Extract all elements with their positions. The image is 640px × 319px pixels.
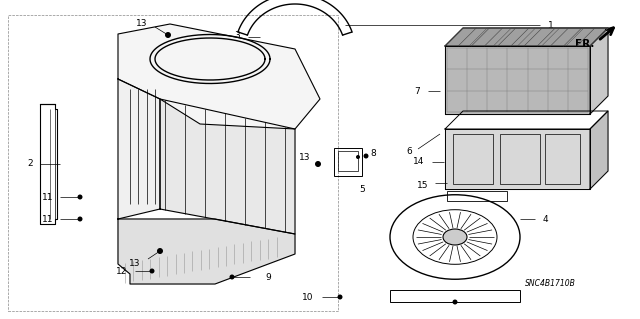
Circle shape	[315, 161, 321, 167]
Circle shape	[157, 248, 163, 254]
Polygon shape	[445, 129, 590, 189]
Polygon shape	[445, 28, 608, 46]
Text: SNC4B1710B: SNC4B1710B	[525, 279, 575, 288]
Circle shape	[337, 294, 342, 300]
Circle shape	[150, 269, 154, 273]
Circle shape	[165, 32, 171, 38]
Circle shape	[77, 195, 83, 199]
Bar	[447, 191, 507, 201]
Text: 6: 6	[406, 146, 412, 155]
Circle shape	[364, 153, 369, 159]
Text: 5: 5	[359, 184, 365, 194]
Text: 13: 13	[129, 259, 140, 269]
Polygon shape	[445, 46, 590, 114]
Text: 7: 7	[414, 86, 420, 95]
Polygon shape	[118, 219, 295, 284]
Bar	[390, 290, 520, 302]
Circle shape	[230, 275, 234, 279]
Bar	[545, 134, 580, 184]
Bar	[500, 134, 540, 184]
Circle shape	[77, 217, 83, 221]
Bar	[453, 134, 493, 184]
Polygon shape	[590, 111, 608, 189]
Polygon shape	[118, 24, 320, 129]
Ellipse shape	[443, 229, 467, 245]
Circle shape	[356, 155, 360, 159]
Polygon shape	[118, 79, 160, 219]
Text: 11: 11	[42, 192, 53, 202]
Circle shape	[452, 300, 458, 305]
Text: 11: 11	[42, 214, 53, 224]
Text: 10: 10	[301, 293, 313, 301]
Text: 12: 12	[116, 266, 127, 276]
Polygon shape	[160, 99, 295, 234]
Text: 9: 9	[265, 272, 271, 281]
Bar	[8, 15, 338, 311]
Text: 13: 13	[136, 19, 147, 28]
Text: 1: 1	[548, 20, 554, 29]
Text: 13: 13	[298, 152, 310, 161]
Bar	[334, 148, 362, 176]
Text: 14: 14	[413, 158, 424, 167]
Text: FR.: FR.	[575, 39, 594, 49]
Text: 4: 4	[543, 214, 548, 224]
Text: 2: 2	[28, 160, 33, 168]
Text: 15: 15	[417, 181, 428, 189]
Bar	[338, 151, 358, 171]
Text: 8: 8	[370, 150, 376, 159]
Polygon shape	[590, 28, 608, 114]
Text: 3: 3	[234, 32, 240, 41]
